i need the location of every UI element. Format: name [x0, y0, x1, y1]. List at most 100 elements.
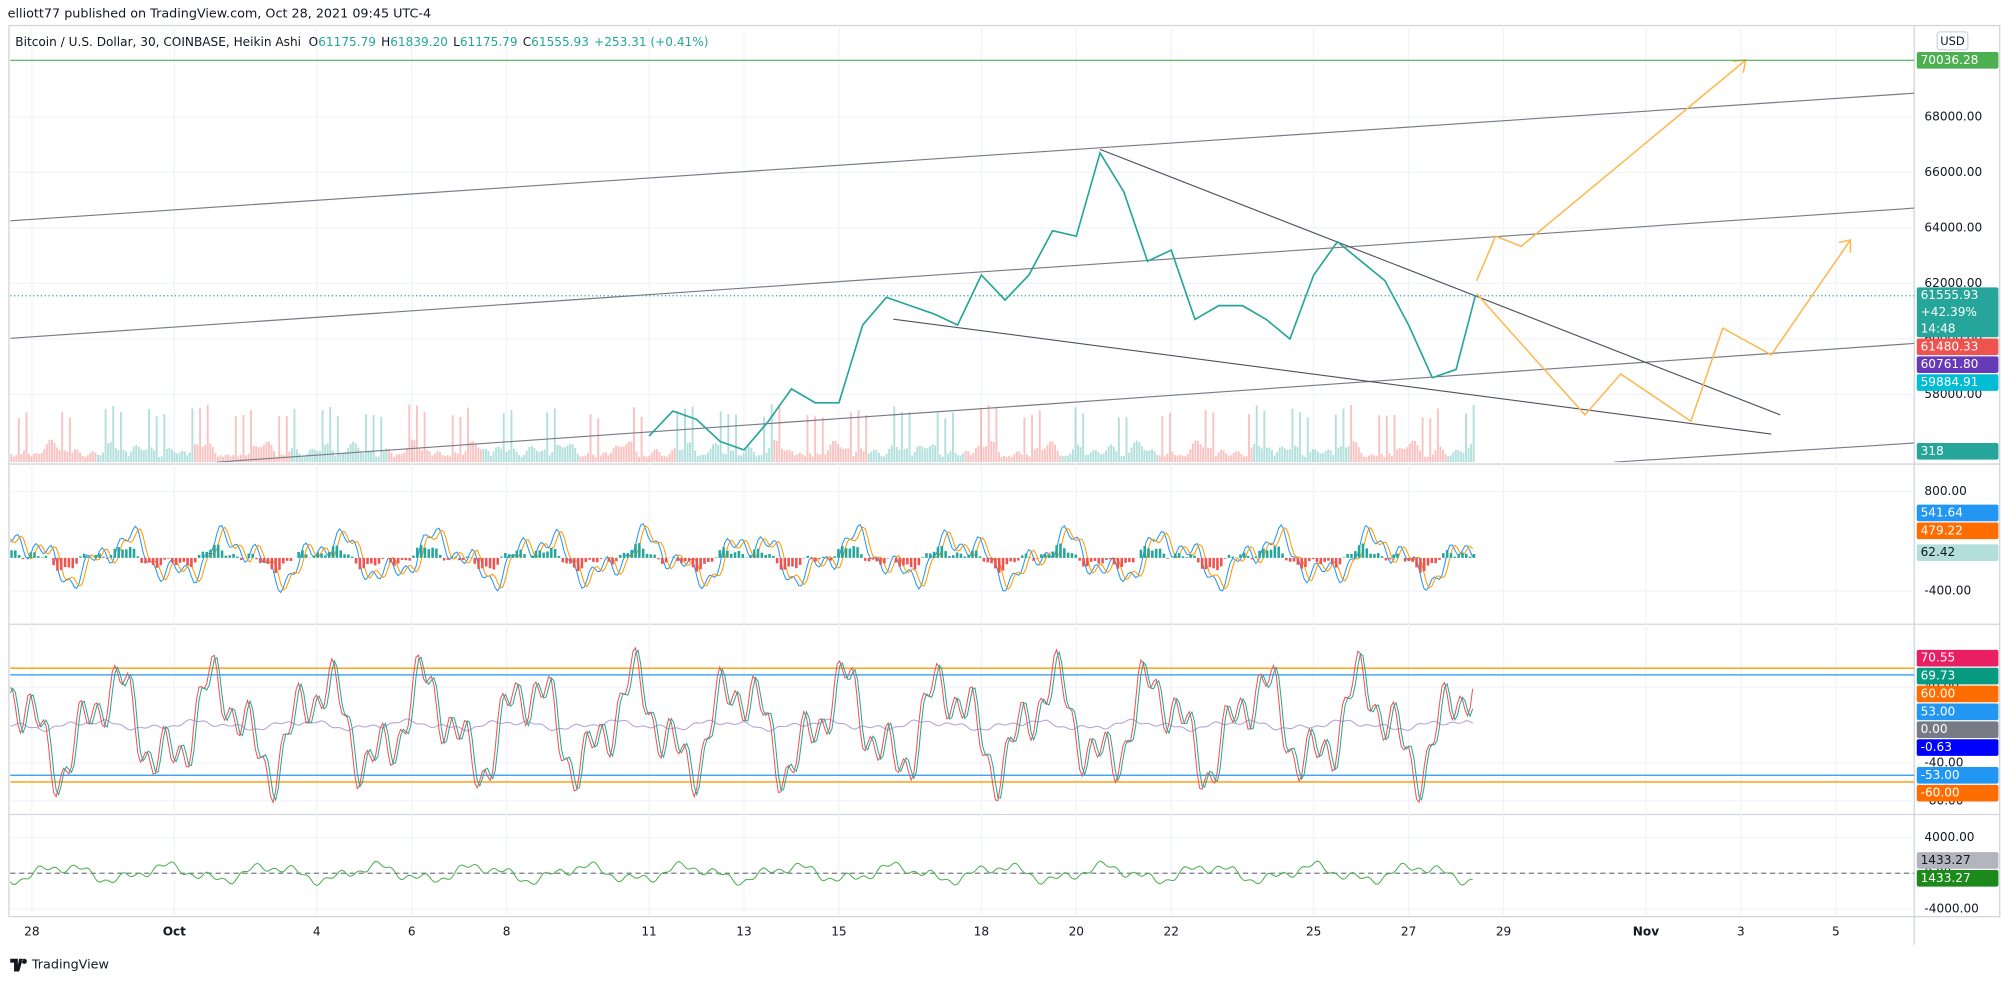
- volume-bar: [359, 451, 362, 463]
- macd-histogram: [1105, 557, 1108, 560]
- volume-bar: [137, 446, 140, 463]
- macd-histogram: [86, 556, 90, 558]
- volume-bar: [666, 456, 669, 463]
- price-tag-label: 62.42: [1921, 545, 1956, 559]
- macd-histogram: [1262, 548, 1265, 558]
- volume-bar: [1133, 442, 1136, 463]
- volume-bar: [22, 450, 25, 463]
- volume-bar: [1327, 449, 1330, 463]
- volume-bar: [438, 451, 441, 463]
- volume-bar: [1452, 452, 1455, 463]
- macd-histogram: [1036, 557, 1039, 559]
- macd-histogram: [1453, 556, 1457, 558]
- volume-bar: [1324, 451, 1327, 463]
- volume-bar: [740, 455, 743, 463]
- price-tag-label: 70036.28: [1921, 53, 1979, 67]
- volume-bar: [1472, 404, 1475, 463]
- volume-bar: [1166, 453, 1169, 463]
- macd-histogram: [71, 557, 75, 569]
- volume-bar: [1171, 451, 1174, 463]
- volume-bar: [1125, 417, 1128, 463]
- macd-histogram: [488, 557, 492, 569]
- macd-histogram: [1158, 548, 1162, 558]
- macd-histogram: [1197, 557, 1200, 563]
- ohlc-key: H: [381, 35, 390, 49]
- volume-bar: [329, 407, 332, 463]
- volume-bar: [977, 445, 980, 463]
- volume-bar: [1105, 450, 1108, 463]
- macd-histogram: [1120, 557, 1124, 567]
- volume-bar: [885, 453, 888, 463]
- volume-bar: [1107, 446, 1110, 463]
- volume-bar: [712, 444, 715, 463]
- macd-histogram: [461, 557, 465, 560]
- ohlc-key: C: [523, 35, 531, 49]
- macd-histogram: [837, 549, 840, 558]
- macd-histogram: [955, 552, 959, 558]
- volume-bar: [1168, 412, 1171, 463]
- volume-bar: [423, 412, 426, 463]
- volume-bar: [880, 455, 883, 463]
- volume-bar: [969, 455, 972, 463]
- volume-bar: [1204, 410, 1207, 463]
- volume-bar: [530, 446, 533, 463]
- volume-bar: [469, 441, 472, 463]
- volume-bar: [319, 451, 321, 463]
- volume-bar: [1089, 452, 1092, 463]
- macd-histogram: [63, 557, 67, 567]
- volume-bar: [247, 453, 250, 463]
- macd-histogram: [389, 557, 392, 563]
- volume-bar: [1051, 441, 1054, 463]
- volume-bar: [1396, 449, 1399, 463]
- macd-histogram: [1200, 557, 1204, 569]
- volume-bar: [985, 446, 988, 463]
- volume-bar: [1143, 449, 1146, 463]
- volume-bar: [1158, 455, 1161, 463]
- volume-bar: [1117, 417, 1120, 463]
- ohlc-key: L: [453, 35, 460, 49]
- price-tag: [1916, 667, 1999, 685]
- price-tag-label: 1433.27: [1921, 853, 1971, 867]
- macd-histogram: [136, 556, 140, 558]
- volume-bar: [627, 441, 630, 463]
- volume-bar: [1110, 444, 1113, 463]
- macd-histogram: [1089, 557, 1093, 562]
- volume-bar: [40, 452, 43, 463]
- macd-histogram: [599, 557, 603, 559]
- macd-histogram: [377, 557, 381, 564]
- volume-bar: [1255, 405, 1258, 463]
- macd-histogram: [1281, 553, 1284, 558]
- volume-bar: [755, 456, 758, 463]
- macd-histogram: [588, 557, 591, 560]
- volume-bar: [257, 447, 260, 463]
- macd-histogram: [442, 557, 446, 561]
- macd-histogram: [902, 557, 905, 566]
- macd-histogram: [1442, 553, 1445, 558]
- macd-histogram: [576, 557, 580, 572]
- volume-bar: [806, 415, 809, 463]
- volume-bar: [1128, 452, 1131, 463]
- volume-bar: [1074, 407, 1077, 463]
- volume-bar: [199, 408, 201, 463]
- volume-bar: [71, 452, 74, 463]
- macd-histogram: [259, 557, 262, 564]
- volume-bar: [1268, 447, 1271, 463]
- macd-histogram: [1231, 556, 1235, 558]
- volume-bar: [313, 449, 316, 463]
- macd-histogram: [806, 555, 810, 558]
- macd-histogram: [1043, 553, 1047, 558]
- volume-bar: [676, 410, 679, 463]
- volume-bar: [543, 449, 546, 463]
- volume-bar: [25, 412, 28, 463]
- macd-histogram: [657, 557, 660, 560]
- volume-bar: [216, 456, 219, 463]
- volume-bar: [446, 455, 449, 463]
- volume-bar: [201, 446, 204, 463]
- volume-bar: [865, 415, 868, 463]
- volume-bar: [1161, 415, 1164, 463]
- macd-histogram: [228, 555, 231, 558]
- volume-bar: [556, 444, 559, 463]
- volume-bar: [451, 415, 454, 463]
- macd-histogram: [1246, 555, 1250, 558]
- volume-bar: [1092, 450, 1095, 463]
